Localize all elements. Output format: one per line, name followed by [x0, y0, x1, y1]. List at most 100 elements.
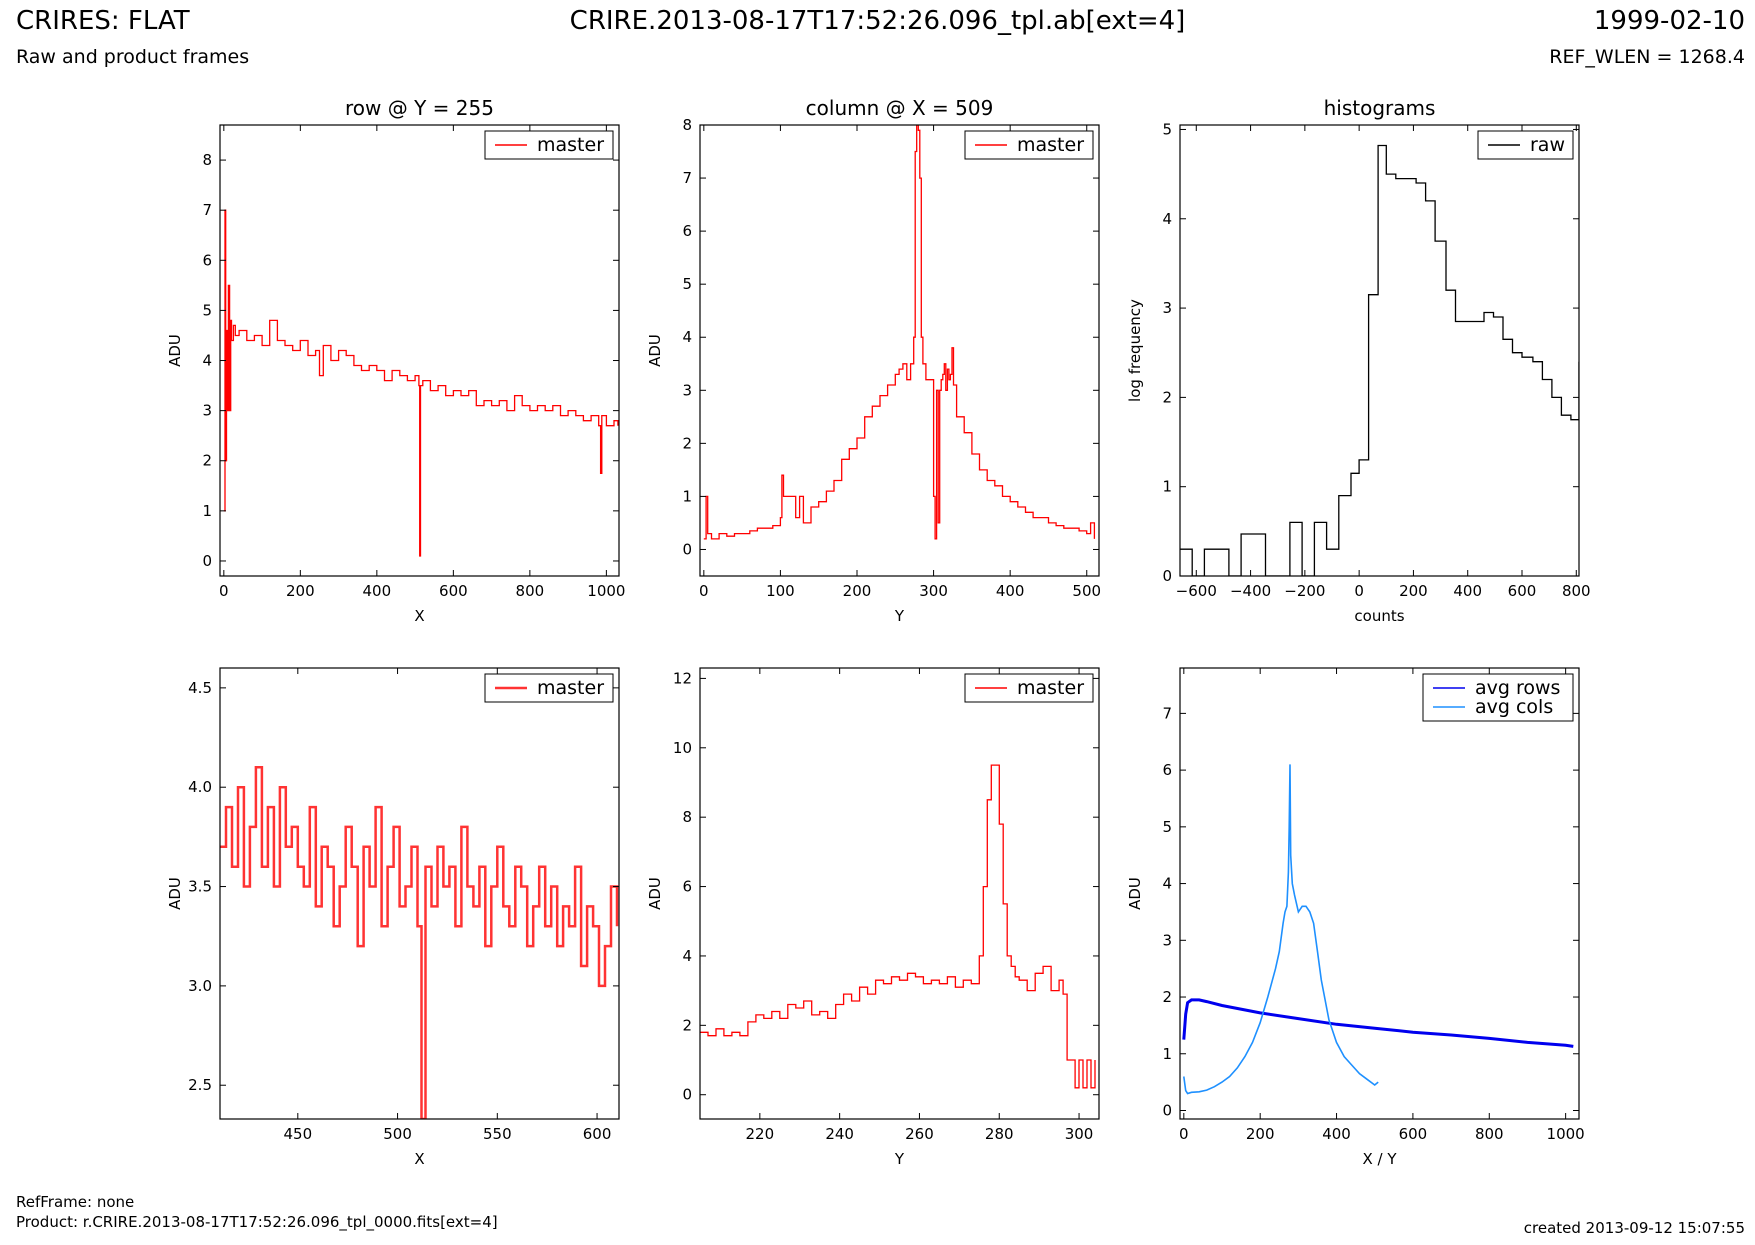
y-tick-label: 5	[1162, 120, 1172, 138]
y-tick-label: 4	[1162, 875, 1172, 893]
y-axis-label: ADU	[646, 877, 664, 910]
plot-frame	[699, 124, 1100, 577]
plot-frame	[219, 124, 620, 577]
y-tick-label: 0	[1162, 567, 1172, 585]
created-timestamp: created 2013-09-12 15:07:55	[1523, 1219, 1745, 1237]
x-tick-label: 400	[1453, 582, 1482, 600]
x-axis-label: X	[414, 1150, 424, 1168]
plot-frame	[1179, 124, 1580, 577]
y-tick-label: 2	[1162, 388, 1172, 406]
x-tick-label: 0	[699, 582, 709, 600]
x-tick-label: 240	[825, 1125, 854, 1143]
y-tick-label: 4	[202, 352, 212, 370]
observation-date: 1999-02-10	[1593, 6, 1745, 36]
y-tick-label: 2	[202, 452, 212, 470]
x-tick-label: 600	[1399, 1125, 1428, 1143]
legend: raw	[1477, 130, 1574, 160]
y-axis-label: ADU	[166, 877, 184, 910]
x-tick-label: 200	[843, 582, 872, 600]
y-tick-label: 5	[1162, 818, 1172, 836]
x-tick-label: 200	[286, 582, 315, 600]
y-tick-label: 4.0	[188, 778, 212, 796]
x-tick-label: 600	[439, 582, 468, 600]
y-tick-label: 3	[202, 402, 212, 420]
y-axis-label: ADU	[1126, 877, 1144, 910]
x-tick-label: 280	[985, 1125, 1014, 1143]
y-tick-label: 3.5	[188, 878, 212, 896]
y-tick-label: 0	[202, 552, 212, 570]
x-axis-label: Y	[894, 607, 905, 625]
series-line-0	[1182, 998, 1574, 1048]
x-tick-label: 800	[516, 582, 545, 600]
y-tick-label: 2	[1162, 988, 1172, 1006]
report-subtitle: Raw and product frames	[16, 46, 250, 68]
legend-label: master	[537, 677, 604, 699]
y-tick-label: 4	[682, 947, 692, 965]
x-tick-label: 0	[1354, 582, 1364, 600]
chart-title: histograms	[1324, 96, 1436, 120]
y-tick-label: 2	[682, 434, 692, 452]
x-tick-label: 0	[219, 582, 229, 600]
series-line-0	[703, 125, 1096, 540]
y-tick-label: 3	[1162, 299, 1172, 317]
legend-label: master	[537, 134, 604, 156]
report-title: CRIRES: FLAT	[16, 6, 190, 36]
legend: master	[964, 130, 1094, 160]
y-tick-label: 7	[682, 169, 692, 187]
reference-wavelength: REF_WLEN = 1268.4	[1549, 46, 1745, 68]
frame-filename: CRIRE.2013-08-17T17:52:26.096_tpl.ab[ext…	[569, 6, 1186, 36]
y-tick-label: 4.5	[188, 679, 212, 697]
x-tick-label: −200	[1284, 582, 1325, 600]
y-tick-label: 4	[1162, 210, 1172, 228]
x-axis-label: X / Y	[1362, 1150, 1397, 1168]
y-tick-label: 2	[682, 1016, 692, 1034]
x-tick-label: 550	[483, 1125, 512, 1143]
legend-label: avg cols	[1475, 696, 1553, 718]
legend-label: master	[1017, 134, 1084, 156]
x-tick-label: 800	[1475, 1125, 1504, 1143]
x-tick-label: −600	[1176, 582, 1217, 600]
x-tick-label: 220	[746, 1125, 775, 1143]
legend: master	[484, 673, 614, 703]
x-axis-label: counts	[1354, 607, 1404, 625]
series-line-0	[220, 766, 619, 1119]
x-tick-label: 1000	[587, 582, 625, 600]
y-tick-label: 1	[1162, 478, 1172, 496]
chart-column: 0 100 200 300 400 500 0 1 2 3 4 5 6 7 8 column @ X = 50…	[646, 96, 1101, 625]
x-tick-label: 500	[383, 1125, 412, 1143]
y-tick-label: 1	[202, 502, 212, 520]
y-tick-label: 3	[1162, 931, 1172, 949]
y-tick-label: 7	[202, 201, 212, 219]
series-line-1	[1183, 764, 1379, 1095]
legend-box	[484, 130, 614, 160]
x-tick-label: 400	[1322, 1125, 1351, 1143]
y-tick-label: 6	[1162, 761, 1172, 779]
x-tick-label: 400	[363, 582, 392, 600]
series-line-0	[700, 764, 1096, 1089]
chart-averages: 0 200 400 600 800 1000 0 1 2 3 4 5 6 7 X / Y ADU avg row…	[1126, 667, 1585, 1168]
x-tick-label: 0	[1179, 1125, 1189, 1143]
chart-histograms: −600 −400 −200 0 200 400 600 800 0 1 2 3 4 5 histogram…	[1126, 96, 1591, 625]
y-tick-label: 5	[202, 301, 212, 319]
y-tick-label: 8	[682, 808, 692, 826]
x-tick-label: 800	[1562, 582, 1591, 600]
x-tick-label: 100	[766, 582, 795, 600]
y-axis-label: ADU	[166, 334, 184, 367]
y-tick-label: 12	[673, 669, 692, 687]
y-tick-label: 0	[1162, 1101, 1172, 1119]
y-tick-label: 5	[682, 275, 692, 293]
y-tick-label: 1	[1162, 1045, 1172, 1063]
y-tick-label: 3.0	[188, 977, 212, 995]
y-tick-label: 3	[682, 381, 692, 399]
plot-frame	[699, 667, 1100, 1120]
y-axis-label: log frequency	[1126, 299, 1144, 402]
y-axis-label: ADU	[646, 334, 664, 367]
x-tick-label: 300	[919, 582, 948, 600]
legend-label: master	[1017, 677, 1084, 699]
refframe-label: RefFrame: none	[16, 1193, 135, 1211]
x-tick-label: 300	[1065, 1125, 1094, 1143]
y-tick-label: 4	[682, 328, 692, 346]
series-line-0	[223, 209, 619, 557]
